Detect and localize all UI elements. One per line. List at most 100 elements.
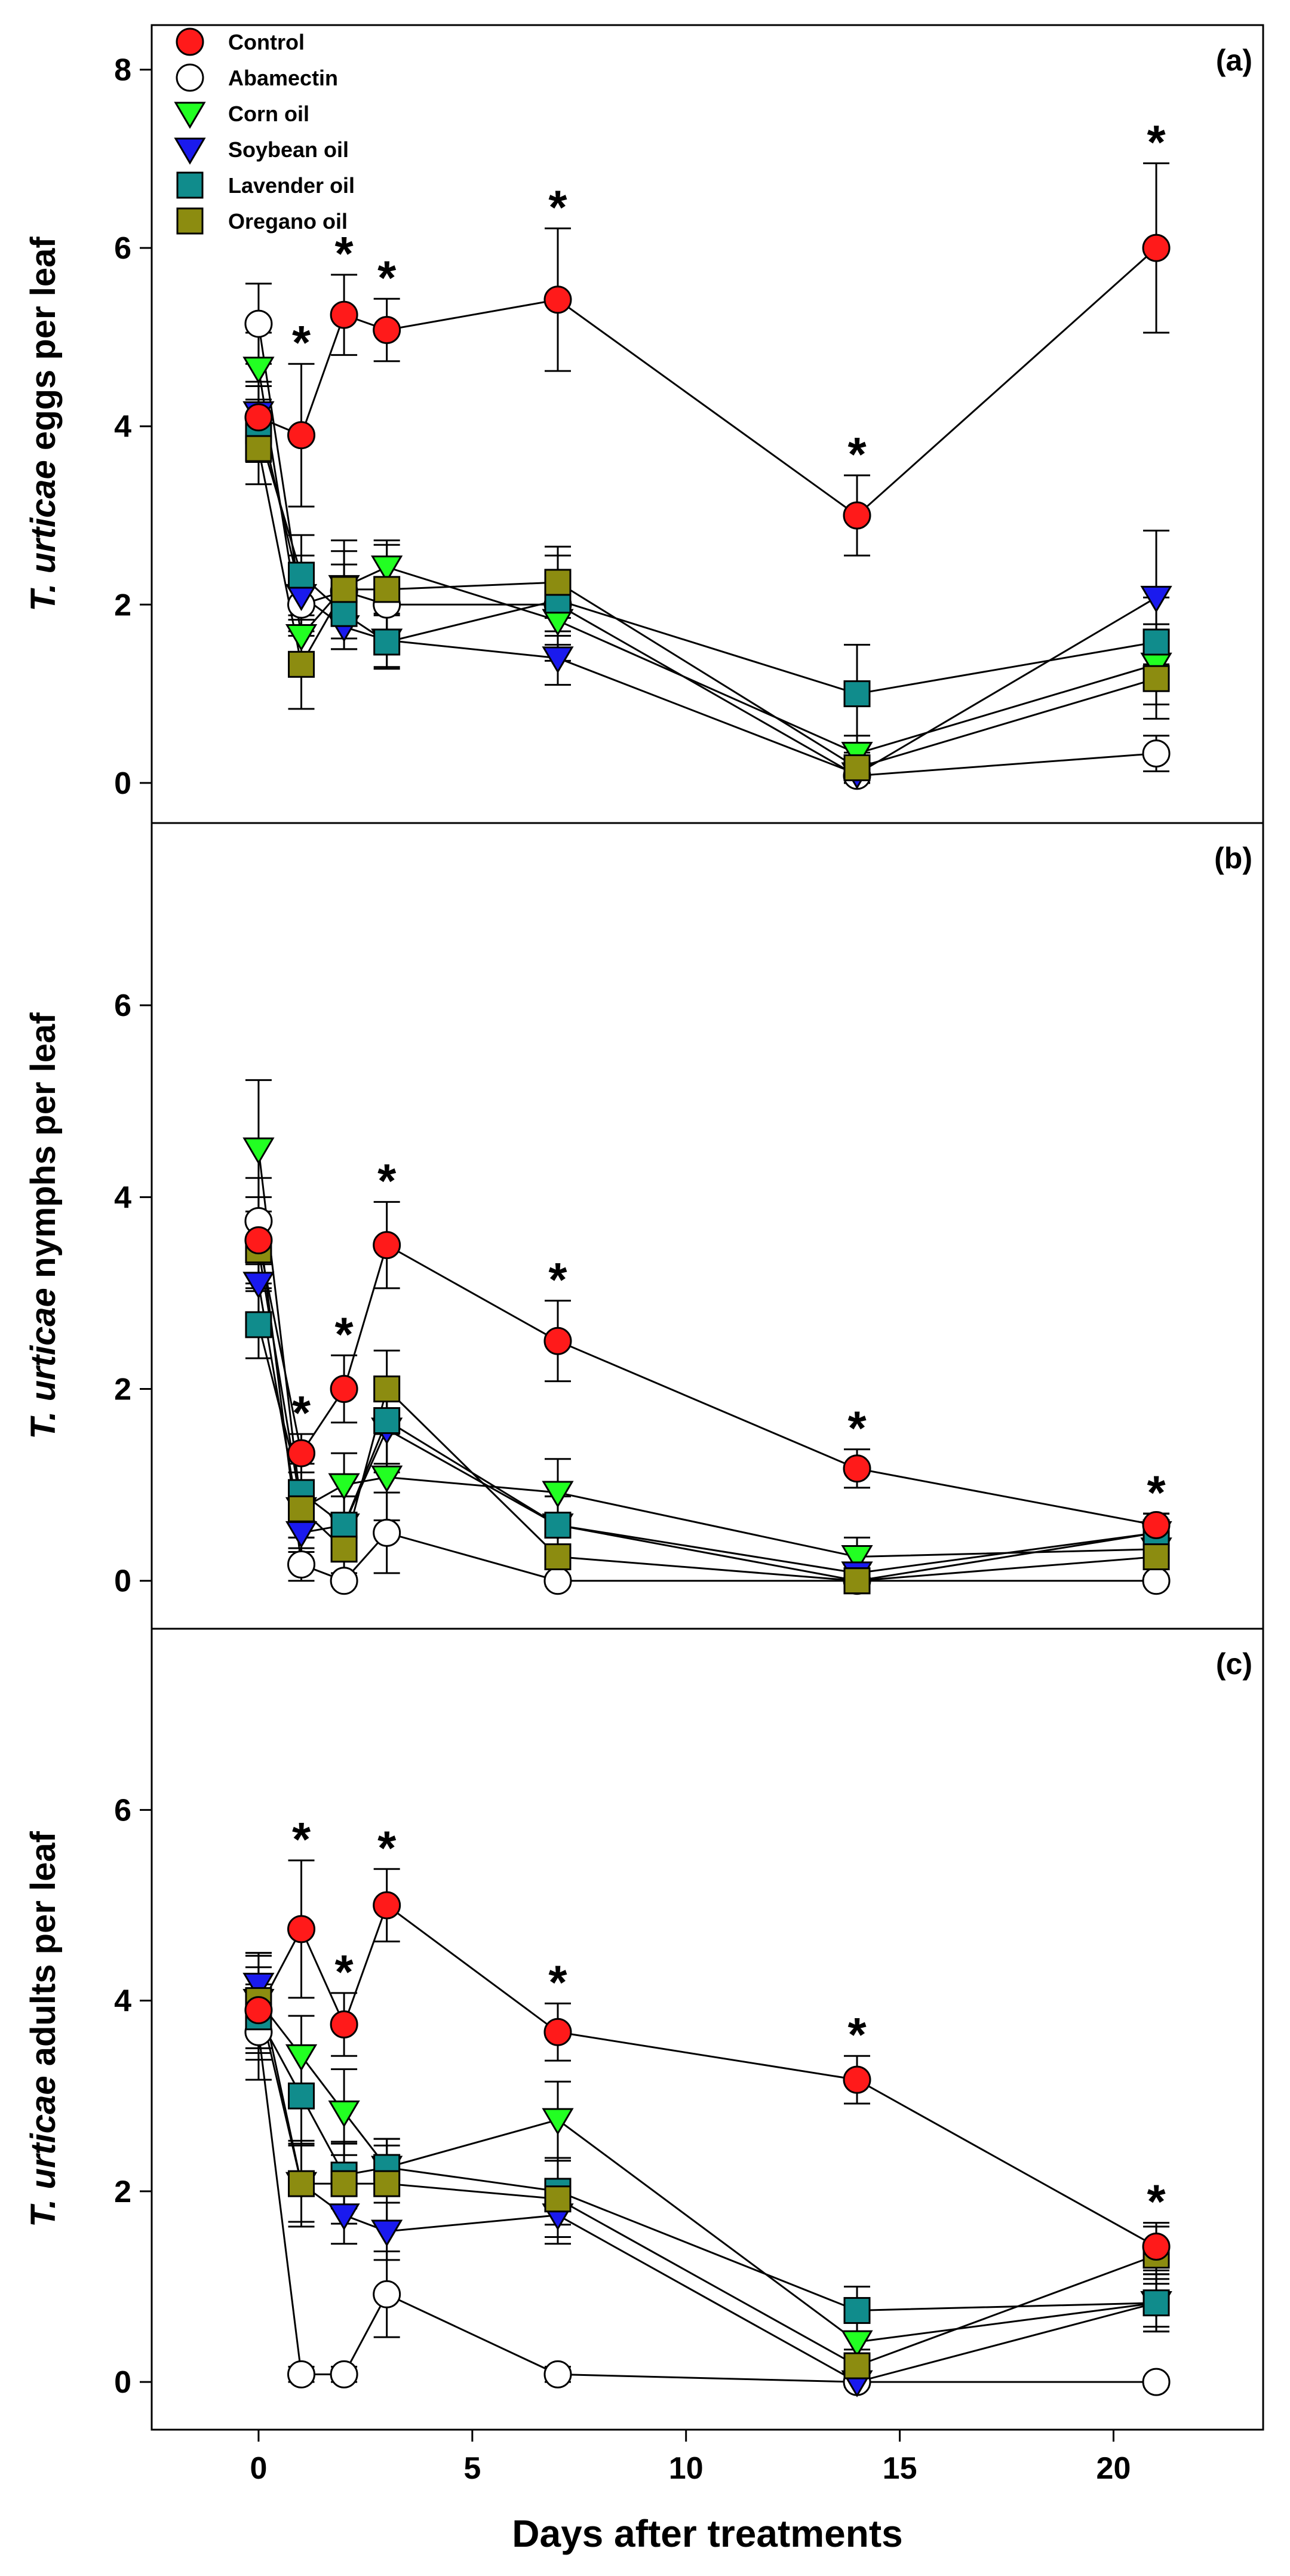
data-point xyxy=(543,1327,572,1355)
panel-frame xyxy=(150,1628,1264,2431)
legend-label: Corn oil xyxy=(228,102,309,126)
panel-a: 0 2 4 6 8 T. urticae eggs per leaf (a) * * * * * * xyxy=(24,24,1264,824)
significance-star: * xyxy=(335,1307,354,1361)
data-point xyxy=(288,2082,315,2110)
legend-entry-lavender-oil: Lavender oil xyxy=(176,171,355,199)
data-point xyxy=(285,624,318,652)
y-axis-label: T. urticae eggs per leaf xyxy=(24,237,63,612)
data-point xyxy=(371,2219,403,2247)
y-tick-label: 4 xyxy=(114,1984,131,2019)
y-tick-label: 4 xyxy=(114,410,131,444)
data-point xyxy=(843,501,871,530)
y-tick-label: 8 xyxy=(114,53,131,88)
data-point xyxy=(242,1272,275,1299)
legend-label: Abamectin xyxy=(228,66,338,90)
panels-layer: 0 2 4 6 8 T. urticae eggs per leaf (a) * * * * * * 0 2… xyxy=(24,24,1264,2431)
significance-star: * xyxy=(335,1945,354,1998)
data-point xyxy=(288,561,315,589)
data-point xyxy=(330,2170,358,2197)
legend-label: Oregano oil xyxy=(228,209,348,234)
markers-abamectin xyxy=(244,309,1171,790)
data-point xyxy=(373,1407,401,1435)
data-point xyxy=(287,2360,316,2388)
significance-star: * xyxy=(292,1386,311,1439)
x-tick-label: 10 xyxy=(669,2451,704,2486)
data-point xyxy=(330,2010,358,2039)
significance-star: * xyxy=(292,316,311,369)
data-point xyxy=(288,650,315,678)
markers-corn-oil xyxy=(242,357,1172,769)
data-point xyxy=(1142,2232,1171,2261)
y-axis-label: T. urticae nymphs per leaf xyxy=(24,1012,63,1439)
series-line xyxy=(257,2032,1157,2383)
legend: Control Abamectin Corn oil Soybean oil Laven… xyxy=(174,27,355,235)
data-point xyxy=(373,576,401,603)
panel-label: (b) xyxy=(1214,842,1252,875)
data-point xyxy=(1142,2368,1171,2396)
data-point xyxy=(242,1137,275,1165)
markers-abamectin xyxy=(244,2018,1171,2396)
significance-star: * xyxy=(1147,115,1166,168)
data-point xyxy=(285,2044,318,2071)
data-point xyxy=(287,1550,316,1579)
data-point xyxy=(843,680,871,708)
data-point xyxy=(1142,234,1171,262)
y-axis-label-species: T. urticae xyxy=(24,460,63,612)
legend-entry-control: Control xyxy=(176,27,305,56)
markers-lavender-oil xyxy=(245,2003,1170,2324)
data-point xyxy=(843,1454,871,1483)
data-point xyxy=(542,2108,574,2135)
panel-label: (c) xyxy=(1216,1647,1252,1681)
y-axis-label-species: T. urticae xyxy=(24,1288,63,1439)
legend-marker xyxy=(174,137,206,165)
data-point xyxy=(841,2330,873,2357)
data-point xyxy=(373,1375,401,1403)
data-point xyxy=(1142,1567,1171,1595)
markers-oregano-oil xyxy=(245,435,1170,781)
data-point xyxy=(371,555,403,583)
x-axis-label: Days after treatments xyxy=(512,2512,903,2555)
data-point xyxy=(544,2185,572,2213)
series-line xyxy=(257,323,1157,777)
y-tick-label: 2 xyxy=(114,2175,131,2209)
x-tick-label: 5 xyxy=(463,2451,481,2486)
significance-star: * xyxy=(292,1813,311,1866)
data-point xyxy=(330,1567,358,1595)
data-point xyxy=(330,1375,358,1404)
significance-star: * xyxy=(377,1821,397,1874)
data-point xyxy=(288,1495,315,1522)
y-tick-label: 2 xyxy=(114,588,131,622)
data-point xyxy=(244,1996,273,2025)
y-tick-label: 4 xyxy=(114,1180,131,1215)
y-tick-label: 0 xyxy=(114,2365,131,2400)
y-tick-label: 0 xyxy=(114,1564,131,1599)
y-tick-label: 2 xyxy=(114,1373,131,1407)
data-point xyxy=(373,628,401,656)
markers-lavender-oil xyxy=(245,1311,1170,1595)
significance-star: * xyxy=(1147,1466,1166,1519)
data-point xyxy=(244,403,273,432)
x-tick-label: 15 xyxy=(883,2451,917,2486)
significance-star: * xyxy=(847,2008,867,2061)
legend-label: Soybean oil xyxy=(228,137,349,162)
data-point xyxy=(544,1543,572,1571)
data-point xyxy=(1142,1543,1170,1571)
data-point xyxy=(287,1915,316,1943)
significance-star: * xyxy=(377,1154,397,1207)
data-point xyxy=(544,1512,572,1539)
data-point xyxy=(371,1465,403,1493)
panel-b: 0 2 4 6 T. urticae nymphs per leaf (b) * * * * * * xyxy=(24,822,1264,1630)
y-axis-label-species: T. urticae xyxy=(24,2075,63,2227)
data-point xyxy=(543,2018,572,2046)
legend-entry-abamectin: Abamectin xyxy=(176,63,338,92)
legend-label: Control xyxy=(228,30,305,54)
legend-marker xyxy=(176,27,204,56)
markers-control xyxy=(244,1891,1171,2261)
y-tick-label: 6 xyxy=(114,231,131,266)
markers-control xyxy=(244,1226,1171,1540)
legend-marker xyxy=(176,63,204,92)
data-point xyxy=(542,1481,574,1508)
data-point xyxy=(242,357,275,384)
data-point xyxy=(843,2352,871,2380)
legend-marker xyxy=(176,171,204,199)
